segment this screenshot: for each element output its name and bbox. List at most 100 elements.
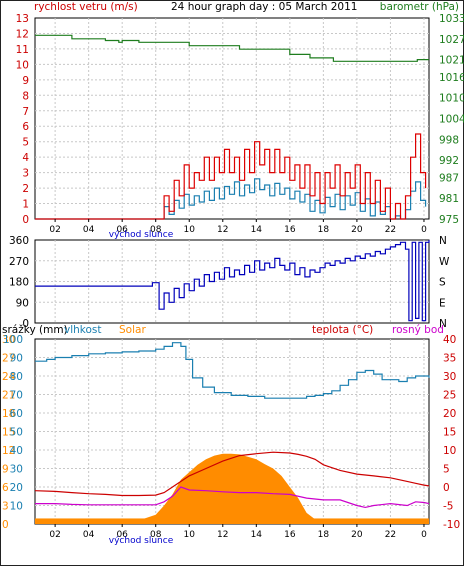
wind-speed-tick-label: 4: [22, 152, 29, 164]
rain-tick-label: 21: [2, 390, 15, 402]
wind-speed-tick-label: 9: [22, 75, 29, 87]
humidity-tick-label: 70: [10, 390, 23, 402]
temperature-tick-label: 5: [443, 464, 450, 476]
pressure-tick-label: 1004: [439, 114, 464, 126]
wind-speed-tick-label: 2: [22, 183, 29, 195]
humidity-tick-label: 100: [3, 334, 23, 346]
x-tick-label: 18: [318, 530, 330, 540]
temperature-tick-label: 0: [443, 482, 450, 494]
wind-speed-tick-label: 5: [22, 137, 29, 149]
humidity-axis: 10 20 30 40 50 60 70 80 90 100: [3, 334, 23, 513]
x-tick-label: 20: [351, 225, 363, 235]
pressure-tick-label: 975: [439, 214, 459, 226]
humidity-tick-label: 80: [10, 371, 23, 383]
x-tick-label: 04: [83, 225, 95, 235]
wind-speed-tick-label: 3: [22, 168, 29, 180]
x-tick-label: 02: [49, 225, 60, 235]
compass-point-label: E: [439, 297, 446, 309]
wind-speed-tick-label: 6: [22, 121, 29, 133]
compass-point-label: S: [439, 277, 446, 289]
pressure-tick-label: 1027: [439, 34, 464, 46]
wind-speed-tick-label: 8: [22, 90, 29, 102]
wind-pressure-x-axis: 02 04 06 08 10 12 14 16 18 20 22 0: [49, 219, 427, 235]
humidity-tick-label: 50: [10, 427, 23, 439]
pressure-tick-label: 1033: [439, 13, 464, 25]
gust-line: [35, 133, 427, 220]
right-axis-label: rosný bod: [392, 324, 444, 336]
humidity-tick-label: 60: [10, 408, 23, 420]
temperature-tick-label: 40: [443, 334, 456, 346]
chart-title: 24 hour graph day : 05 March 2011: [171, 1, 357, 13]
sunrise-annotation-top: východ slunce: [109, 230, 174, 240]
pressure-tick-label: 992: [439, 155, 459, 167]
compass-point-label: N: [439, 318, 447, 330]
temperature-tick-label: 15: [443, 427, 456, 439]
pressure-tick-label: 981: [439, 193, 459, 205]
dewpoint-line: [35, 486, 430, 509]
right-axis-labels: teplota (°C) rosný bod: [312, 324, 444, 336]
rain-axis: 0 3 6 9 12 15 18 21 24 27 30: [2, 334, 16, 531]
direction-degree-tick-label: 270: [9, 256, 29, 268]
compass-point-label: W: [439, 256, 450, 268]
x-tick-label: 20: [351, 530, 363, 540]
x-tick-label: 10: [184, 225, 196, 235]
rain-tick-label: 0: [2, 519, 9, 531]
rain-tick-label: 12: [2, 445, 15, 457]
x-tick-label: 16: [284, 530, 296, 540]
pressure-axis: 975 981 987 992 998 1004 1010 1016 1021 1027 1033: [439, 13, 464, 226]
direction-degree-tick-label: 360: [9, 235, 29, 247]
pressure-tick-label: 1021: [439, 55, 464, 67]
rain-bar: [35, 518, 429, 524]
humidity-tick-label: 30: [10, 464, 23, 476]
wind-direction-series: [35, 240, 430, 322]
x-tick-label: 0: [421, 225, 427, 235]
pressure-line: [35, 34, 429, 62]
solar-area: [35, 453, 429, 520]
x-tick-label: 04: [83, 530, 95, 540]
humidity-tick-label: 10: [10, 501, 23, 513]
temperature-line: [34, 451, 430, 497]
temperature-tick-label: 10: [443, 445, 456, 457]
rain-tick-label: 30: [2, 334, 15, 346]
direction-degree-tick-label: 90: [16, 297, 29, 309]
sunrise-annotation-bottom: východ slunce: [109, 536, 174, 546]
humidity-tick-label: 90: [10, 353, 23, 365]
wind-speed-tick-label: 11: [16, 44, 29, 56]
x-tick-label: 22: [385, 530, 396, 540]
wind-pressure-plot-area: [34, 17, 430, 220]
x-tick-label: 08: [150, 530, 162, 540]
rain-tick-label: 6: [2, 482, 9, 494]
wind-speed-tick-label: 13: [16, 13, 29, 25]
direction-degree-tick-label: 0: [22, 318, 29, 330]
x-tick-label: 02: [49, 530, 60, 540]
x-tick-label: 18: [318, 225, 330, 235]
pressure-axis-label: barometr (hPa): [380, 1, 459, 13]
wind-line: [35, 178, 427, 220]
direction-line: [35, 240, 430, 322]
temperature-tick-label: -5: [443, 501, 453, 513]
x-tick-label: 14: [251, 530, 263, 540]
temperature-tick-label: 35: [443, 353, 456, 365]
pressure-tick-label: 1016: [439, 72, 464, 84]
x-tick-label: 06: [116, 530, 128, 540]
x-tick-label: 16: [284, 225, 296, 235]
x-tick-label: 06: [116, 225, 128, 235]
wind-speed-tick-label: 10: [16, 59, 29, 71]
wind-speed-tick-label: 12: [16, 28, 29, 40]
x-tick-label: 14: [251, 225, 263, 235]
humidity-tick-label: 40: [10, 445, 23, 457]
rain-tick-label: 27: [2, 353, 15, 365]
x-tick-label: 22: [385, 225, 396, 235]
rain-tick-label: 18: [2, 408, 15, 420]
temperature-humidity-series: [34, 342, 430, 524]
x-tick-label: 12: [217, 225, 228, 235]
left-axis-labels: srážky (mm)vlhkost Solar: [2, 324, 146, 336]
temperature-tick-label: 25: [443, 390, 456, 402]
right-axis-label: teplota (°C): [312, 324, 373, 336]
compass-point-label: N: [439, 235, 447, 247]
left-axis-label: Solar: [119, 324, 146, 336]
rain-tick-label: 15: [2, 427, 15, 439]
